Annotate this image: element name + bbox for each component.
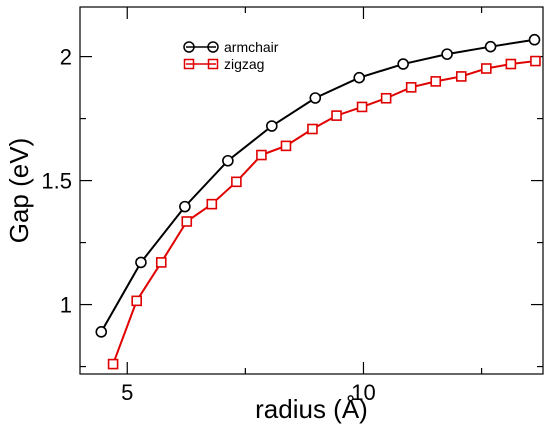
armchair-point bbox=[266, 120, 278, 132]
x-axis-label: radius (Å) bbox=[255, 394, 368, 424]
armchair-point bbox=[222, 154, 234, 167]
zigzag-point bbox=[206, 198, 218, 210]
armchair-point bbox=[353, 71, 366, 84]
armchair-point bbox=[484, 40, 497, 53]
zigzag-point bbox=[481, 63, 492, 74]
series-layer bbox=[95, 33, 541, 370]
zigzag-point bbox=[331, 110, 342, 121]
zigzag-point bbox=[307, 123, 318, 135]
y-tick-label-2: 2 bbox=[60, 45, 72, 70]
legend-zigzag-marker-left bbox=[183, 58, 195, 70]
series-zigzag bbox=[107, 55, 541, 370]
armchair-point bbox=[441, 48, 453, 60]
y-tick-label-1.5: 1.5 bbox=[41, 169, 72, 194]
legend-armchair-marker-right bbox=[207, 41, 219, 53]
zigzag-point bbox=[530, 55, 541, 67]
zigzag-point bbox=[430, 76, 442, 87]
x-tick-label-5: 5 bbox=[121, 380, 133, 405]
zigzag-point bbox=[181, 216, 193, 227]
zigzag-point bbox=[107, 358, 119, 370]
legend-zigzag-label: zigzag bbox=[224, 56, 264, 72]
zigzag-point bbox=[405, 82, 417, 93]
y-tick-label-1: 1 bbox=[60, 293, 72, 318]
zigzag-point bbox=[231, 176, 242, 188]
zigzag-point bbox=[380, 92, 392, 104]
x-tick-label-10: 10 bbox=[351, 380, 375, 405]
series-armchair bbox=[95, 33, 541, 338]
legend-zigzag-marker-right bbox=[207, 58, 219, 70]
armchair-point bbox=[179, 200, 191, 213]
zigzag-point bbox=[155, 257, 167, 268]
zigzag-point bbox=[131, 295, 142, 307]
armchair-point bbox=[309, 92, 322, 104]
armchair-point bbox=[528, 33, 541, 46]
armchair-point bbox=[95, 326, 108, 338]
y-axis-label: Gap (eV) bbox=[4, 138, 34, 244]
zigzag-point bbox=[280, 140, 292, 152]
zigzag-point bbox=[256, 149, 267, 161]
legend: armchair zigzag bbox=[183, 39, 279, 72]
armchair-point bbox=[397, 58, 409, 70]
armchair-point bbox=[135, 256, 147, 269]
plot-area bbox=[79, 6, 544, 375]
zigzag-point bbox=[455, 71, 467, 82]
legend-armchair-label: armchair bbox=[224, 39, 279, 55]
zigzag-point bbox=[505, 58, 517, 70]
legend-armchair-marker-left bbox=[183, 41, 195, 53]
zigzag-point bbox=[356, 101, 368, 113]
